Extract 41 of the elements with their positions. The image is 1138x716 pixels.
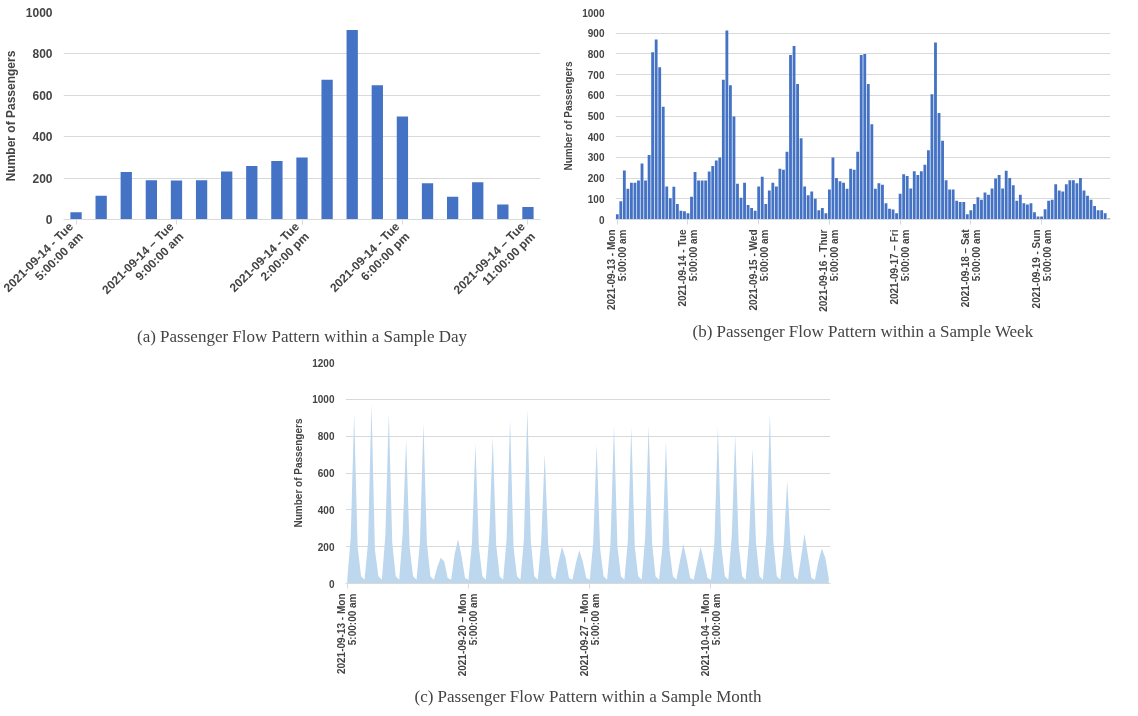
x-tick-label: 2021-09-16 - Thur 5:00:00 am [818,229,841,312]
y-tick-label: 0 [45,213,53,227]
y-tick-label: 0 [328,578,335,590]
y-tick-label: 1000 [25,6,53,20]
text: (a) Passenger Flow Pattern within a Sample Day [136,326,468,346]
y-tick-label: 800 [32,47,53,62]
y-tick-label: 200 [587,173,605,185]
y-axis-title: Number of Passengers [563,61,575,171]
x-tick-label: 2021-09-20 – Mon 5:00:00 am [457,593,480,677]
x-tick-label: 2021-09-13 - Mon 5:00:00 am [606,229,629,311]
x-tick-label: 2021-09-14 - Tue 5:00:00 am [676,229,699,307]
y-tick-label: 700 [587,69,605,81]
y-tick-label: 1000 [582,7,605,19]
y-axis-title: Number of Passengers [3,50,18,182]
y-tick-label: 200 [317,541,335,553]
x-tick-label: 2021-09-13 - Mon 5:00:00 am [336,593,359,675]
y-tick-label: 1200 [312,357,335,369]
y-tick-label: 0 [598,214,605,226]
y-tick-label: 500 [587,111,605,122]
x-tick-label: 2021-09-15 - Wed 5:00:00 am [747,229,770,311]
y-tick-label: 600 [317,468,335,479]
y-tick-label: 200 [32,171,53,186]
y-tick-label: 900 [587,28,605,40]
y-tick-label: 400 [587,131,605,143]
y-tick-label: 800 [587,48,605,60]
x-tick-label: 2021-09-27 – Mon 5:00:00 am [578,593,601,677]
y-tick-label: 400 [317,504,335,516]
y-tick-label: 1000 [312,394,335,406]
y-tick-label: 800 [317,431,335,443]
y-tick-label: 300 [587,152,605,164]
y-axis-title: Number of Passengers [293,418,305,528]
x-tick-label: 2021-09-19 - Sun 5:00:00 am [1030,229,1053,309]
x-tick-label: 2021-10-04 – Mon 5:00:00 am [699,593,722,677]
y-tick-label: 100 [587,193,605,205]
text: (b) Passenger Flow Pattern within a Sample Week [692,321,1034,341]
text: (c) Passenger Flow Pattern within a Sample Month [414,686,763,706]
y-tick-label: 600 [587,90,605,102]
x-tick-label: 2021-09-17 – Fri 5:00:00 am [889,229,912,305]
y-tick-label: 600 [32,88,53,103]
x-tick-label: 2021-09-18 – Sat 5:00:00 am [959,228,982,308]
y-tick-label: 400 [32,130,53,145]
